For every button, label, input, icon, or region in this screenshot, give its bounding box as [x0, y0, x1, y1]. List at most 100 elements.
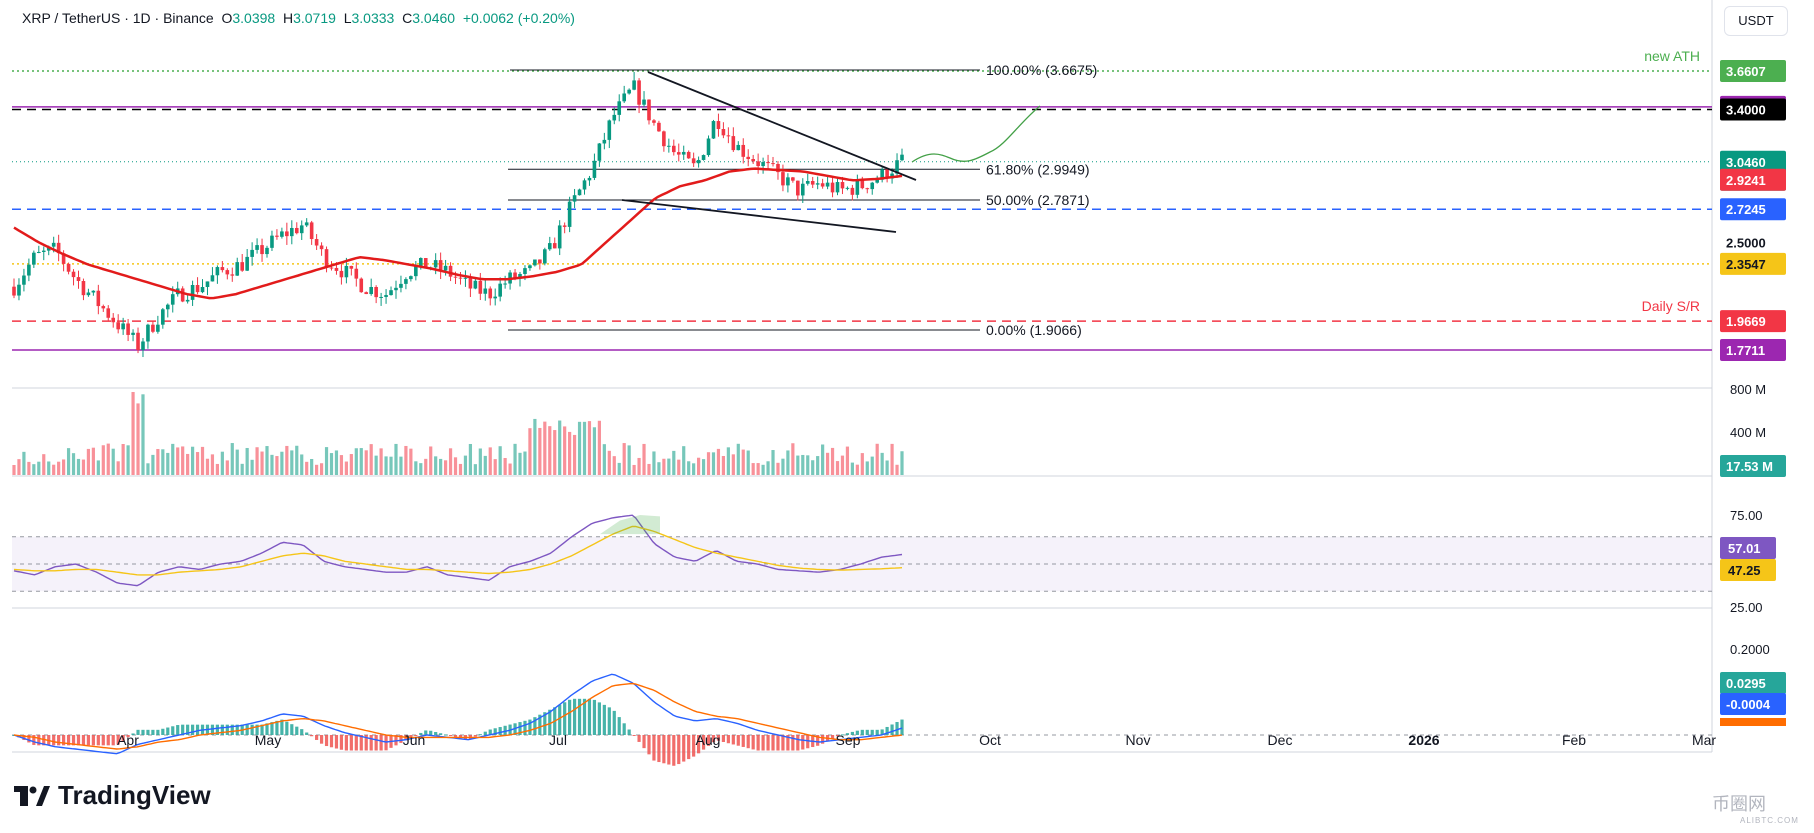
volume-bar	[136, 403, 140, 475]
macd-histogram-bar	[488, 729, 492, 735]
macd-histogram-bar	[141, 729, 145, 735]
volume-bar	[701, 459, 706, 475]
currency-button[interactable]: USDT	[1724, 6, 1788, 36]
volume-bar	[101, 445, 105, 475]
volume-bar	[602, 444, 606, 475]
macd-histogram-bar	[280, 719, 284, 735]
macd-histogram-bar	[791, 735, 795, 751]
volume-bar	[756, 463, 760, 475]
candle-body	[180, 288, 185, 302]
volume-bar	[617, 462, 621, 475]
volume-bar	[597, 420, 601, 475]
macd-histogram-bar	[166, 727, 170, 735]
candle-body	[552, 243, 557, 249]
macd-histogram-bar	[706, 735, 711, 746]
macd-histogram-bar	[875, 729, 879, 735]
candle-body	[726, 135, 731, 137]
macd-histogram-bar	[756, 735, 760, 751]
volume-bar	[57, 461, 61, 475]
symbol-header: XRP / TetherUS · 1D · Binance O3.0398 H3…	[22, 10, 575, 26]
candle-body	[379, 296, 383, 298]
macd-histogram-bar	[870, 729, 874, 735]
volume-bar	[622, 443, 626, 475]
candle-body	[404, 279, 408, 284]
volume-bar	[81, 459, 86, 475]
candle-body	[696, 159, 701, 164]
candle-body	[567, 201, 572, 227]
candle-body	[389, 290, 393, 296]
volume-bar	[806, 455, 810, 475]
candle-body	[845, 187, 850, 189]
macd-histogram-bar	[409, 735, 413, 738]
candle-body	[453, 276, 458, 278]
macd-histogram-bar	[176, 725, 180, 735]
volume-bar	[711, 452, 716, 475]
candle-body	[96, 290, 101, 307]
volume-bar	[32, 464, 36, 475]
tradingview-logo[interactable]: TradingView	[14, 780, 211, 811]
volume-bar	[607, 450, 611, 475]
fib-label-3: 0.00% (1.9066)	[986, 322, 1082, 338]
macd-histogram-bar	[419, 732, 423, 735]
macd-histogram-bar	[582, 698, 587, 735]
volume-bar	[493, 459, 497, 475]
macd-histogram-bar	[751, 735, 755, 750]
x-tick-2026: 2026	[1408, 732, 1439, 748]
macd-histogram-bar	[96, 735, 100, 746]
candle-body	[815, 183, 820, 185]
watermark: 币圈网 ALIBTC.COM	[1712, 790, 1799, 825]
macd-histogram-bar	[865, 729, 869, 735]
candle-body	[637, 80, 641, 105]
candle-body	[41, 250, 46, 252]
candle-body	[582, 180, 587, 190]
candle-body	[314, 239, 319, 246]
candle-body	[374, 287, 378, 298]
candle-body	[299, 225, 304, 234]
level-badge-1.7711	[1720, 339, 1786, 362]
candle-body	[488, 288, 493, 299]
volume-bar	[721, 455, 726, 475]
macd-histogram-bar	[548, 709, 552, 735]
volume-bar	[662, 458, 666, 475]
volume-bar	[190, 446, 195, 475]
macd-histogram-bar	[285, 721, 289, 735]
volume-bar	[473, 464, 477, 475]
volume-bar	[880, 452, 884, 475]
macd-histogram-bar	[528, 719, 532, 735]
macd-histogram-bar	[662, 735, 666, 764]
volume-bar	[86, 448, 91, 475]
volume-bar	[563, 426, 567, 475]
macd-histogram-bar	[250, 724, 254, 735]
macd-histogram-bar	[518, 722, 522, 735]
watermark-sub: ALIBTC.COM	[1740, 816, 1799, 825]
macd-histogram-bar	[379, 735, 383, 751]
candle-body	[359, 278, 364, 293]
macd-badge-label-1: -0.0004	[1726, 697, 1771, 712]
macd-histogram-bar	[334, 735, 339, 749]
macd-badge-0	[1720, 672, 1786, 694]
candle-body	[185, 299, 190, 302]
macd-histogram-bar	[319, 735, 324, 744]
volume-bar	[96, 460, 100, 475]
candle-body	[865, 188, 870, 190]
volume-bar	[339, 455, 344, 475]
candle-body	[528, 265, 532, 269]
volume-bar	[652, 451, 656, 475]
macd-histogram-bar	[642, 735, 646, 749]
macd-tick-0: 0.2000	[1730, 642, 1770, 657]
candle-body	[438, 260, 443, 271]
candle-body	[304, 222, 309, 226]
volume-bar	[131, 392, 135, 475]
macd-histogram-bar	[131, 733, 135, 735]
volume-bar	[379, 448, 383, 475]
candle-body	[642, 99, 646, 105]
candle-body	[146, 324, 150, 342]
candle-body	[617, 101, 622, 115]
candle-body	[51, 242, 56, 247]
candle-body	[627, 89, 631, 94]
macd-histogram-bar	[538, 714, 542, 735]
volume-bar	[364, 450, 368, 475]
macd-histogram-bar	[701, 735, 706, 750]
candle-body	[686, 151, 691, 159]
